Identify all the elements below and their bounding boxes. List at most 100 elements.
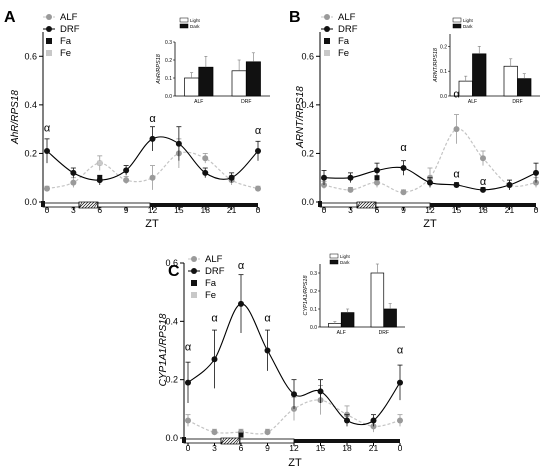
- x-tick-label: 18: [478, 205, 488, 215]
- legend-marker: [324, 26, 330, 32]
- legend-label: ALF: [60, 12, 78, 23]
- legend-label: DRF: [60, 24, 80, 35]
- hatch-line: [90, 201, 98, 209]
- x-tick-label: 15: [452, 205, 462, 215]
- inset-bar-light: [231, 70, 247, 97]
- inset-y-tick-label: 0.0: [165, 94, 172, 100]
- legend-label: DRF: [205, 266, 225, 277]
- hatch-line: [93, 201, 99, 209]
- data-point-alf: [185, 417, 191, 424]
- y-tick-label: 0.2: [165, 375, 178, 385]
- inset-y-tick-label: 0.2: [310, 289, 317, 295]
- data-point-alf: [397, 417, 403, 424]
- x-tick-label: 9: [401, 205, 406, 215]
- inset-y-tick-label: 0.0: [310, 325, 317, 331]
- origin-mark: [41, 201, 45, 207]
- data-point-drf: [480, 186, 486, 193]
- legend-marker: [191, 280, 197, 286]
- inset-bar-dark: [517, 78, 532, 97]
- inset-legend-label: Dark: [190, 24, 200, 29]
- inset-bar-light: [458, 80, 473, 97]
- dark-phase-bar: [294, 439, 400, 443]
- x-tick-label: 3: [348, 205, 353, 215]
- legend-label: DRF: [338, 24, 358, 35]
- panel-letter: B: [289, 9, 301, 26]
- significance-alpha: α: [149, 113, 156, 125]
- data-point-alf: [149, 174, 156, 181]
- inset-bar-dark: [472, 53, 487, 97]
- inset-y-tick-label: 0.2: [440, 44, 447, 50]
- significance-alpha: α: [238, 260, 245, 272]
- data-point-alf: [123, 177, 130, 184]
- data-point-drf: [400, 165, 407, 171]
- data-point-alf: [211, 429, 218, 436]
- hatch-line: [362, 201, 370, 209]
- significance-alpha: α: [185, 342, 192, 354]
- legend-label: Fa: [205, 278, 217, 289]
- marker-fa: [238, 432, 244, 438]
- hatch-line: [78, 201, 83, 209]
- inset-bar-dark: [198, 66, 214, 97]
- data-point-drf: [427, 179, 433, 186]
- hatch-line: [81, 201, 89, 209]
- legend-marker: [46, 26, 52, 32]
- inset-legend-swatch: [179, 17, 189, 23]
- y-tick-label: 0.6: [165, 258, 178, 268]
- inset-legend-swatch: [452, 17, 462, 23]
- x-tick-label: 0: [534, 205, 539, 215]
- dark-phase-bar: [150, 203, 258, 207]
- inset-y-label: ARNT/RPS18: [433, 47, 439, 83]
- hatch-line: [220, 437, 228, 445]
- marker-fa: [97, 175, 103, 181]
- data-point-alf: [347, 186, 354, 193]
- inset-y-label: CYP1A1/RPS18: [303, 275, 309, 316]
- feeding-window-hatch: [78, 201, 99, 209]
- inset-legend-label: Light: [190, 18, 201, 23]
- x-axis-label: ZT: [145, 218, 159, 230]
- data-point-drf: [533, 169, 539, 176]
- y-tick-label: 0.6: [24, 51, 37, 61]
- y-axis-label: ARNT/RPS18: [295, 86, 306, 149]
- x-tick-label: 18: [342, 443, 352, 453]
- significance-alpha: α: [480, 176, 487, 188]
- y-axis-label: CYP1A1/RPS18: [158, 313, 169, 386]
- x-axis-label: ZT: [288, 457, 302, 469]
- data-point-drf: [228, 174, 235, 181]
- x-tick-label: 21: [227, 205, 237, 215]
- data-point-drf: [185, 379, 191, 386]
- marker-fe: [97, 160, 103, 166]
- inset-bar-light: [184, 77, 200, 97]
- series-drf: [321, 160, 539, 193]
- inset-category-label: DRF: [379, 330, 389, 336]
- data-point-alf: [202, 155, 209, 162]
- data-point-drf: [175, 140, 182, 147]
- data-point-alf: [255, 185, 261, 192]
- significance-alpha: α: [255, 125, 262, 137]
- y-tick-label: 0.0: [301, 197, 314, 207]
- legend-marker: [46, 14, 52, 20]
- panel-letter: C: [168, 263, 180, 280]
- inset-legend-label: Dark: [340, 260, 350, 265]
- panel-letter: A: [4, 9, 16, 26]
- hatch-line: [96, 201, 99, 209]
- x-tick-label: 18: [201, 205, 211, 215]
- inset-y-tick-label: 0.1: [440, 69, 447, 75]
- legend-label: Fe: [60, 48, 71, 59]
- legend-marker: [46, 50, 52, 56]
- significance-alpha: α: [397, 344, 404, 356]
- legend-label: Fe: [205, 290, 216, 301]
- x-tick-label: 6: [239, 443, 244, 453]
- inset-y-tick-label: 0.1: [310, 307, 317, 313]
- y-tick-label: 0.4: [301, 100, 314, 110]
- hatch-line: [368, 201, 376, 209]
- x-tick-label: 9: [265, 443, 270, 453]
- x-tick-label: 12: [148, 205, 158, 215]
- inset-bar-light: [503, 65, 518, 97]
- feeding-window-hatch: [356, 201, 377, 209]
- inset-legend-label: Light: [463, 18, 474, 23]
- data-point-drf: [255, 148, 261, 154]
- hatch-line: [238, 437, 241, 445]
